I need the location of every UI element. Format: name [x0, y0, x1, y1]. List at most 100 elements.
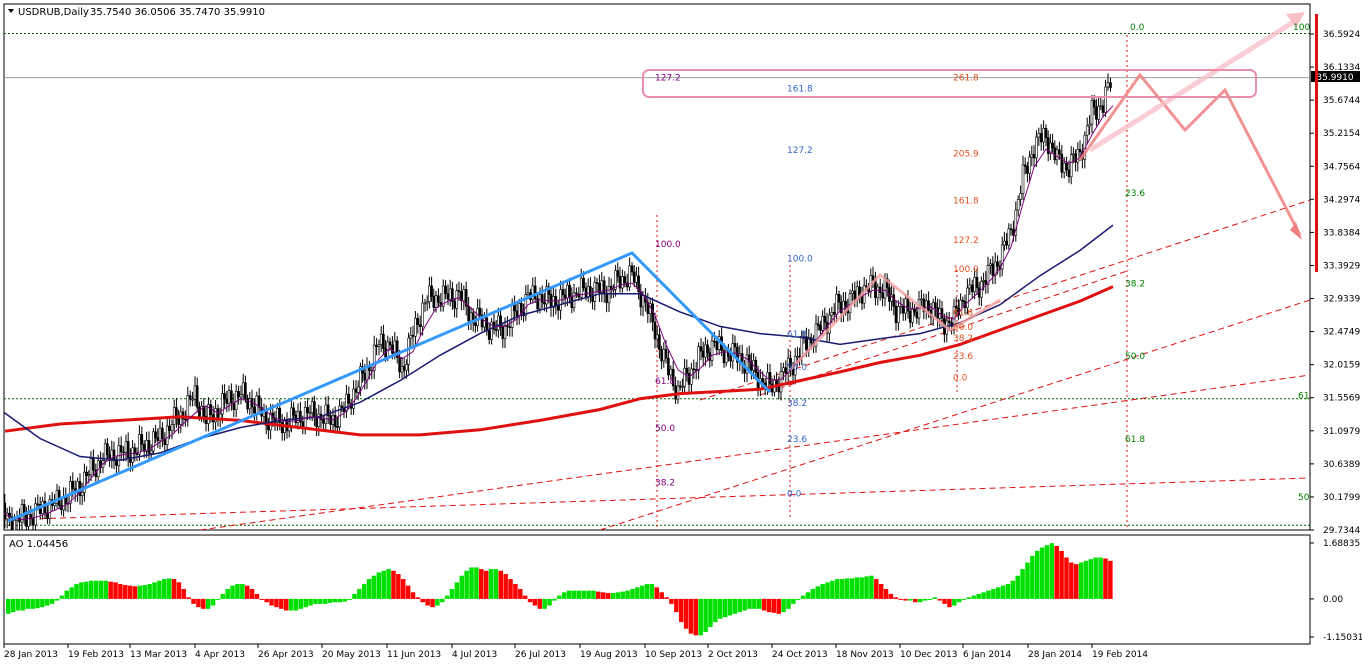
candle-body: [745, 354, 749, 374]
ao-bar: [469, 567, 474, 599]
ao-bar: [771, 598, 777, 613]
candle-body: [733, 343, 737, 348]
candle-body: [1005, 240, 1008, 246]
candle-body: [989, 263, 992, 267]
candle-body: [1012, 229, 1015, 236]
ao-bar: [459, 575, 465, 599]
ao-bar: [1034, 550, 1040, 599]
price-tick-label: 30.6389: [1323, 460, 1360, 470]
candle-body: [503, 325, 507, 339]
candle-body: [1021, 164, 1025, 194]
candle-body: [1065, 162, 1068, 171]
candle-body: [92, 458, 95, 471]
ao-bar: [84, 581, 89, 599]
ao-bar: [127, 585, 133, 599]
candle-body: [1101, 105, 1105, 113]
candle-body: [543, 301, 546, 305]
ao-bar: [483, 570, 489, 599]
ao-bar: [713, 598, 718, 623]
candle-body: [237, 390, 240, 398]
candle-body: [635, 275, 638, 283]
ao-bar: [318, 598, 323, 604]
candle-body: [940, 308, 944, 319]
current-price-label: 35.9910: [1316, 73, 1353, 83]
candle-body: [595, 282, 599, 284]
candle-body: [382, 333, 385, 349]
candle-body: [526, 292, 530, 295]
candle-body: [80, 492, 84, 496]
price-tick-label: 32.9339: [1323, 295, 1360, 305]
ao-bar: [927, 598, 933, 600]
ao-bar: [947, 598, 952, 608]
candle-body: [897, 306, 900, 323]
ao-bar: [35, 598, 40, 609]
price-tick-label: 31.0979: [1323, 427, 1360, 437]
ao-bar: [479, 569, 484, 599]
ao-bar: [147, 584, 152, 599]
candle-body: [347, 393, 351, 404]
ao-bar: [118, 584, 123, 599]
price-tick-label: 36.5924: [1323, 30, 1360, 40]
candle-body: [899, 305, 903, 308]
candle-body: [614, 270, 617, 290]
candle-body: [99, 460, 102, 468]
candle-body: [494, 329, 498, 331]
ao-tick-label: 1.68835: [1323, 539, 1360, 549]
ao-bar: [488, 569, 494, 599]
candle-body: [1055, 149, 1059, 161]
fib-label-green: 0.0: [1130, 23, 1145, 33]
ao-bar: [410, 592, 416, 599]
ao-bar: [981, 592, 986, 599]
date-tick-label: 19 Aug 2013: [580, 650, 638, 660]
fib-label-orange: 38.2: [953, 334, 973, 344]
fib-label-green: 61.8: [1125, 435, 1145, 445]
ao-bar: [849, 578, 855, 599]
ao-bar: [176, 582, 182, 599]
candle-body: [329, 415, 332, 425]
candle-body: [248, 398, 252, 410]
candle-body: [823, 315, 827, 323]
candle-body: [996, 261, 999, 267]
ao-bar: [610, 592, 616, 599]
candle-body: [1014, 209, 1018, 236]
candle-body: [223, 393, 226, 400]
ao-bar: [888, 593, 894, 599]
ao-bar: [761, 598, 767, 611]
ao-bar: [991, 588, 996, 599]
candle-body: [993, 261, 997, 276]
candle-body: [483, 317, 486, 328]
candle-body: [326, 404, 330, 416]
ao-bar: [303, 598, 308, 608]
candle-body: [589, 286, 592, 297]
candle-body: [480, 314, 484, 328]
candle-body: [464, 289, 468, 307]
fib-label-green: 23.6: [1125, 189, 1145, 199]
ao-bar: [361, 584, 367, 599]
ao-bar: [371, 575, 377, 599]
ao-bar: [532, 598, 538, 606]
candle-body: [582, 277, 585, 289]
ao-bar: [279, 598, 284, 609]
price-tick-label: 30.1799: [1323, 493, 1360, 503]
ao-bar: [420, 598, 425, 603]
candle-body: [434, 295, 438, 308]
ao-bar: [415, 597, 421, 599]
candle-body: [457, 290, 461, 292]
ao-bar: [493, 569, 499, 599]
candle-body: [478, 307, 482, 316]
candle-body: [1095, 106, 1098, 120]
dropdown-arrow-icon[interactable]: [8, 9, 14, 13]
candle-body: [540, 294, 544, 303]
candle-body: [485, 317, 489, 332]
fib-label-purple: 61.8: [655, 377, 675, 387]
candle-body: [1009, 228, 1013, 231]
ao-bar: [913, 598, 918, 603]
candle-body: [591, 296, 594, 302]
candle-body: [448, 288, 452, 300]
ao-bar: [1015, 575, 1020, 599]
candle-body: [1007, 228, 1011, 246]
fib-label-blue: 161.8: [787, 84, 813, 94]
date-tick-label: 26 Apr 2013: [258, 650, 314, 660]
ao-title: AO 1.04456: [9, 539, 68, 550]
candle-body: [531, 285, 535, 300]
